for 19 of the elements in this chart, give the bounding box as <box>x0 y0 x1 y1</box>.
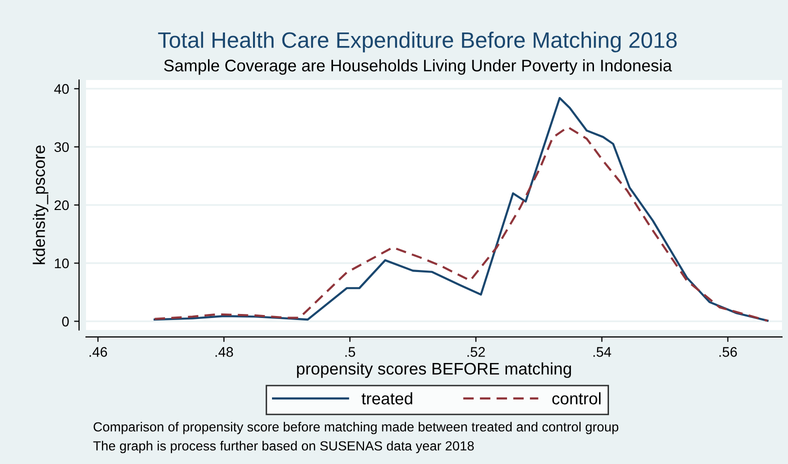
x-tick-label: .56 <box>719 347 737 357</box>
legend-label: control <box>552 392 601 404</box>
legend-label: treated <box>362 392 412 404</box>
x-axis-title: propensity scores BEFORE matching <box>297 362 571 378</box>
y-axis-title: kdensity_pscore <box>32 146 48 264</box>
chart-subtitle: Sample Coverage are Households Living Under Poverty in Indonesia <box>164 59 672 75</box>
y-tick-label: 30 <box>54 142 69 152</box>
y-tick-label: 10 <box>54 258 69 268</box>
x-tick-label: .5 <box>345 347 356 357</box>
y-tick-label: 40 <box>54 84 69 94</box>
x-tick-label: .52 <box>468 347 485 357</box>
x-tick-label: .46 <box>90 347 108 357</box>
y-tick-label: 0 <box>62 316 69 326</box>
x-tick-label: .54 <box>593 347 612 357</box>
chart-title: Total Health Care Expenditure Before Matching 2018 <box>158 32 677 52</box>
x-tick-label: .48 <box>216 347 233 357</box>
text: Comparison of propensity score before matching made between treated and control group <box>94 422 618 434</box>
y-tick-label: 20 <box>54 200 69 210</box>
text: The graph is process further based on SUSENAS data year 2018 <box>93 440 474 454</box>
